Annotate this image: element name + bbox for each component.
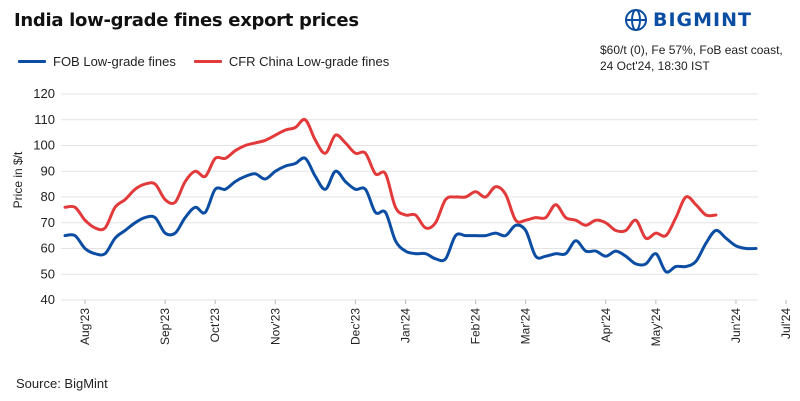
y-tick-label: 100 [33, 138, 55, 153]
legend-item-fob: FOB Low-grade fines [18, 54, 176, 69]
x-tick-label: Jul'24 [779, 308, 793, 339]
y-axis: 40 50 60 70 80 90 100 110 120 [33, 86, 55, 307]
series-lines [63, 117, 758, 274]
x-tick-label: Feb'24 [469, 308, 483, 345]
y-tick-label: 80 [41, 189, 55, 204]
x-tick-label: May'24 [649, 308, 663, 347]
note-line-1: $60/t (0), Fe 57%, FoB east coast, [600, 43, 783, 57]
chart-title: India low-grade fines export prices [14, 10, 359, 31]
note-line-2: 24 Oct'24, 18:30 IST [600, 59, 710, 73]
x-tick-label: Mar'24 [519, 308, 533, 345]
x-axis: Aug'23 Sep'23 Oct'23 Nov'23 Dec'23 Jan'24 Feb'… [78, 300, 793, 347]
y-axis-label: Price in $/t [11, 151, 25, 208]
y-tick-label: 120 [33, 86, 55, 101]
legend-item-cfr: CFR China Low-grade fines [193, 54, 390, 69]
x-tick-label: Apr'24 [599, 308, 613, 343]
x-tick-label: Dec'23 [348, 308, 362, 345]
y-tick-label: 70 [41, 215, 55, 230]
legend-label-fob: FOB Low-grade fines [53, 54, 176, 69]
x-tick-label: Nov'23 [268, 308, 282, 345]
bigmint-logo: BIGMINT [625, 9, 752, 31]
bigmint-globe-icon [625, 9, 647, 31]
y-tick-label: 40 [41, 292, 55, 307]
price-notes: $60/t (0), Fe 57%, FoB east coast, 24 Oc… [600, 42, 783, 74]
legend-swatch-fob [18, 60, 46, 63]
y-tick-label: 90 [41, 163, 55, 178]
brand-name: BIGMINT [653, 9, 752, 31]
source-text: Source: BigMint [16, 376, 108, 391]
x-tick-label: Aug'23 [78, 308, 92, 345]
legend-label-cfr: CFR China Low-grade fines [228, 54, 390, 69]
x-tick-label: Oct'23 [208, 308, 222, 343]
series-line-cfr [63, 117, 718, 241]
x-tick-label: Jan'24 [398, 308, 412, 343]
x-tick-label: Sep'23 [158, 308, 172, 345]
y-tick-label: 50 [41, 266, 55, 281]
y-tick-label: 60 [41, 241, 55, 256]
gridlines [61, 93, 758, 301]
x-tick-label: Jun'24 [729, 308, 743, 343]
legend-swatch-cfr [193, 60, 222, 63]
series-line-fob [63, 156, 758, 274]
legend: FOB Low-grade fines CFR China Low-grade … [18, 54, 407, 69]
y-tick-label: 110 [34, 112, 55, 127]
